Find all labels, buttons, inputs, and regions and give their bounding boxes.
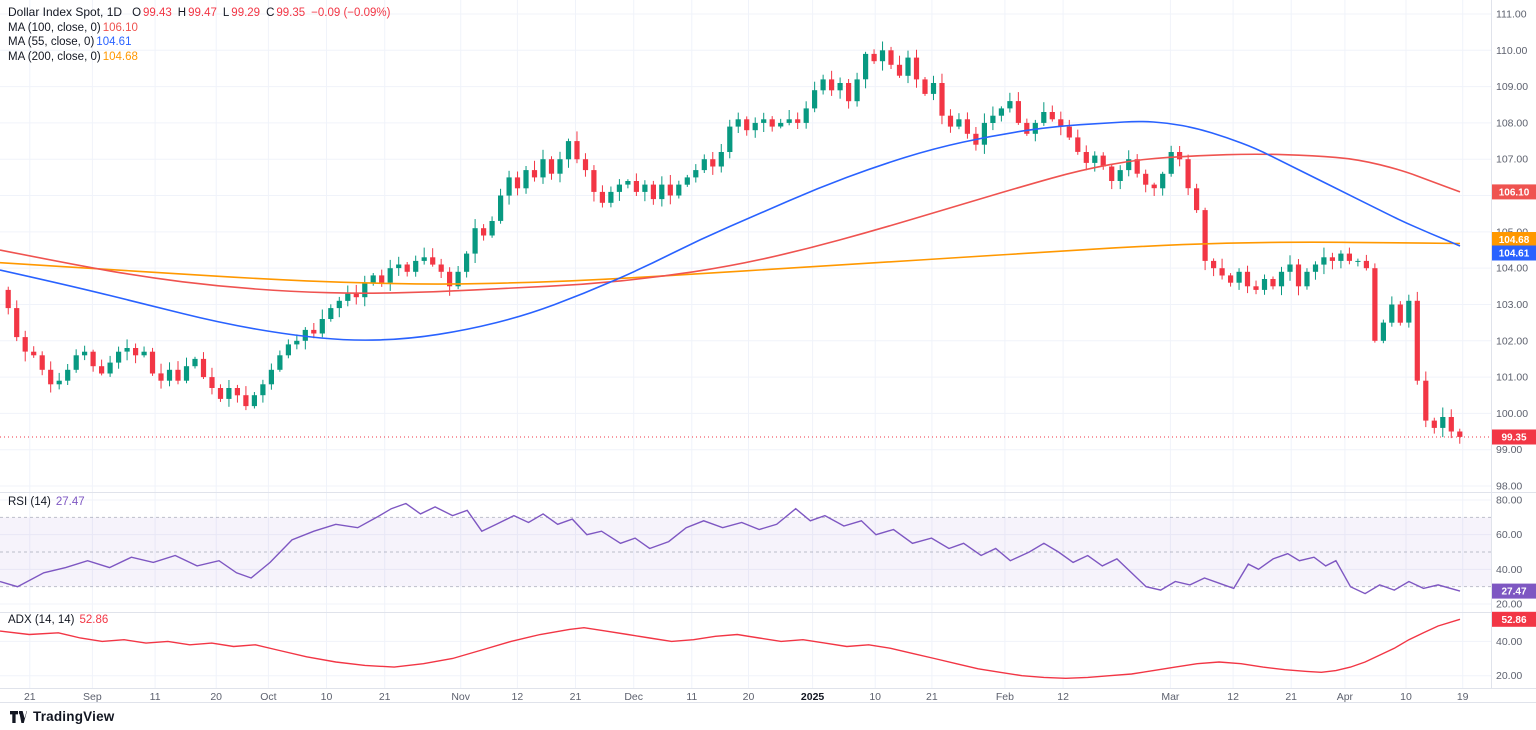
ma100-legend-label: MA (100, close, 0) <box>8 21 101 34</box>
symbol-ohlc-row: Dollar Index Spot, 1D O 99.43 H 99.47 L 99.29 C… <box>8 5 390 21</box>
svg-text:109.00: 109.00 <box>1496 81 1528 93</box>
svg-text:2025: 2025 <box>801 691 825 702</box>
svg-text:11: 11 <box>686 691 697 702</box>
ma200-legend-value: 104.68 <box>102 50 138 63</box>
candlestick-series <box>5 41 1463 444</box>
rsi-legend-value: 27.47 <box>55 496 85 508</box>
svg-text:102.00: 102.00 <box>1496 335 1528 347</box>
svg-text:104.68: 104.68 <box>1499 235 1530 246</box>
ohlc-open-label: O <box>132 7 142 19</box>
adx-legend[interactable]: ADX (14, 14) 52.86 <box>8 614 108 626</box>
ma100-legend-row[interactable]: MA (100, close, 0) 106.10 <box>8 21 390 36</box>
svg-text:52.86: 52.86 <box>1501 615 1526 626</box>
ohlc-close-value: 99.35 <box>276 7 306 19</box>
price-change: −0.09 (−0.09%) <box>311 7 391 19</box>
svg-text:20: 20 <box>743 691 755 702</box>
svg-text:12: 12 <box>512 691 524 702</box>
ohlc-low-value: 99.29 <box>231 7 261 19</box>
svg-text:Feb: Feb <box>996 691 1014 702</box>
ma200-legend-row[interactable]: MA (200, close, 0) 104.68 <box>8 50 390 65</box>
ohlc-close-label: C <box>266 7 275 19</box>
ma55-legend-row[interactable]: MA (55, close, 0) 104.61 <box>8 35 390 50</box>
svg-text:103.00: 103.00 <box>1496 299 1528 311</box>
svg-text:60.00: 60.00 <box>1496 529 1522 541</box>
svg-text:21: 21 <box>1285 691 1297 702</box>
svg-text:10: 10 <box>1400 691 1412 702</box>
tradingview-brand[interactable]: TradingView <box>33 709 115 724</box>
ma55-legend-label: MA (55, close, 0) <box>8 36 95 48</box>
pane-separators <box>0 0 1536 689</box>
price-axis[interactable]: 111.00110.00109.00108.00107.00106.00105.… <box>1492 9 1536 683</box>
grid-lines <box>0 0 1491 688</box>
svg-text:20.00: 20.00 <box>1496 670 1522 682</box>
svg-text:110.00: 110.00 <box>1496 45 1527 57</box>
moving-average-lines <box>0 120 1461 341</box>
ohlc-low-label: L <box>222 7 230 19</box>
svg-text:21: 21 <box>926 691 938 702</box>
ohlc-high-value: 99.47 <box>188 7 217 19</box>
adx-legend-label: ADX (14, 14) <box>8 614 75 626</box>
svg-text:10: 10 <box>869 691 881 702</box>
svg-text:10: 10 <box>321 691 333 702</box>
symbol-legend[interactable]: Dollar Index Spot, 1D O 99.43 H 99.47 L 99.29 C… <box>8 5 390 64</box>
adx-line <box>0 618 1461 680</box>
ma100-legend-value: 106.10 <box>102 21 138 34</box>
ma200-legend-label: MA (200, close, 0) <box>8 50 101 63</box>
svg-text:111.00: 111.00 <box>1496 9 1527 21</box>
svg-text:106.10: 106.10 <box>1499 187 1530 198</box>
svg-text:Dec: Dec <box>624 691 643 702</box>
svg-text:19: 19 <box>1457 691 1469 702</box>
svg-text:Apr: Apr <box>1337 691 1354 702</box>
tradingview-logo-icon[interactable] <box>10 710 27 724</box>
rsi-band <box>0 516 1491 588</box>
svg-text:107.00: 107.00 <box>1496 154 1528 166</box>
svg-text:104.61: 104.61 <box>1499 249 1530 260</box>
svg-text:21: 21 <box>24 691 36 702</box>
svg-text:20: 20 <box>210 691 222 702</box>
svg-text:21: 21 <box>570 691 582 702</box>
adx-legend-value: 52.86 <box>79 614 109 626</box>
svg-text:12: 12 <box>1227 691 1239 702</box>
rsi-legend[interactable]: RSI (14) 27.47 <box>8 496 85 508</box>
svg-text:98.00: 98.00 <box>1496 481 1522 493</box>
rsi-line <box>0 502 1461 595</box>
ohlc-high-label: H <box>177 7 187 19</box>
svg-text:80.00: 80.00 <box>1496 495 1522 507</box>
time-axis[interactable]: 21 Sep 11 20 Oct 10 21 Nov 12 21 Dec 11 20 2025 10 21 Fe… <box>24 691 1469 702</box>
ma55-legend-value: 104.61 <box>96 36 132 48</box>
svg-text:40.00: 40.00 <box>1496 636 1522 648</box>
svg-text:99.00: 99.00 <box>1496 444 1522 456</box>
symbol-title: Dollar Index Spot, 1D <box>8 5 123 19</box>
chart-canvas[interactable]: 111.00110.00109.00108.00107.00106.00105.… <box>0 0 1536 702</box>
svg-text:Nov: Nov <box>451 691 470 702</box>
svg-text:Oct: Oct <box>260 691 276 702</box>
svg-text:11: 11 <box>150 691 161 702</box>
svg-text:108.00: 108.00 <box>1496 117 1528 129</box>
svg-text:21: 21 <box>379 691 391 702</box>
svg-text:20.00: 20.00 <box>1496 599 1522 611</box>
svg-text:27.47: 27.47 <box>1501 587 1526 598</box>
svg-text:Sep: Sep <box>83 691 102 702</box>
svg-text:101.00: 101.00 <box>1496 372 1528 384</box>
footer-bar: TradingView <box>0 702 1536 730</box>
svg-text:104.00: 104.00 <box>1496 263 1528 275</box>
svg-text:Mar: Mar <box>1161 691 1180 702</box>
svg-text:100.00: 100.00 <box>1496 408 1528 420</box>
ohlc-open-value: 99.43 <box>143 7 172 19</box>
rsi-legend-label: RSI (14) <box>8 496 51 508</box>
svg-text:12: 12 <box>1057 691 1069 702</box>
svg-text:40.00: 40.00 <box>1496 564 1522 576</box>
svg-text:99.35: 99.35 <box>1501 433 1526 444</box>
